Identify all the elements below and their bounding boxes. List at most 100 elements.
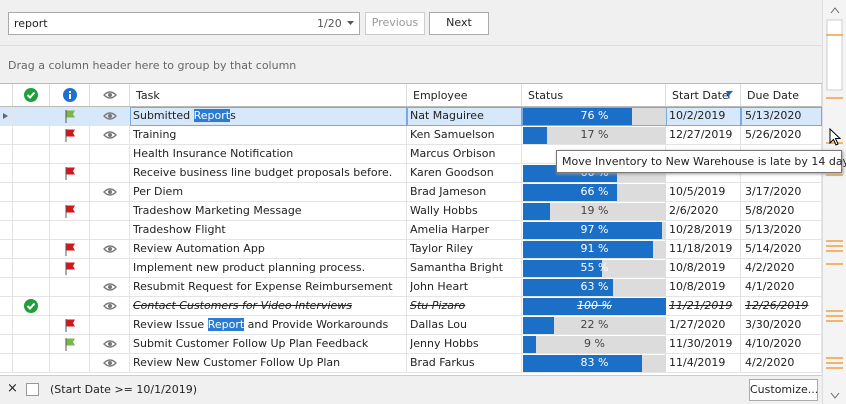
eye-icon (103, 245, 117, 253)
flag-icon (65, 205, 75, 218)
grid-cell (0, 259, 13, 278)
grid-row[interactable]: Contact Customers for Video Interviews St… (0, 297, 822, 316)
search-box[interactable]: report 1/20 (8, 12, 360, 35)
customize-button[interactable]: Customize... (749, 379, 818, 401)
start-date-cell: 11/21/2019 (669, 299, 733, 312)
grid-cell (741, 183, 822, 202)
grid-cell (666, 126, 741, 145)
due-date-cell: 5/8/2020 (745, 204, 795, 217)
progress-bar (523, 184, 618, 201)
grid-cell (407, 221, 522, 240)
filter-checkbox[interactable] (26, 383, 39, 396)
next-button[interactable]: Next (429, 12, 489, 35)
filter-panel: × (Start Date >= 10/1/2019) Customize... (0, 375, 822, 404)
column-header[interactable]: Start Date (672, 89, 729, 102)
grid-cell (50, 316, 90, 335)
employee-cell: Samantha Bright (410, 261, 504, 274)
header-row: Task Employee Status Start Date Due Date (0, 83, 822, 107)
grid-cell (741, 240, 822, 259)
grid-cell (90, 221, 130, 240)
grid-row[interactable]: Review New Customer Follow Up Plan Brad F… (0, 354, 822, 373)
progress-bar (523, 355, 642, 372)
grid-cell (130, 221, 407, 240)
grid-cell (50, 126, 90, 145)
due-date-cell: 3/17/2020 (745, 185, 802, 198)
grid-cell (741, 259, 822, 278)
progress-bar (523, 260, 602, 277)
task-cell: Training (133, 128, 177, 141)
grid-cell (666, 183, 741, 202)
due-date-cell: 3/30/2020 (745, 318, 802, 331)
grid-cell (407, 126, 522, 145)
grid-row[interactable]: Review Issue Report and Provide Workarou… (0, 316, 822, 335)
grid-cell (666, 354, 741, 373)
grid-cell (13, 164, 50, 183)
grid-cell (13, 259, 50, 278)
progress-track (523, 336, 666, 353)
grid-cell (90, 240, 130, 259)
grid-cell (741, 354, 822, 373)
grid-cell (90, 107, 130, 126)
grid-cell (90, 354, 130, 373)
column-header[interactable]: Status (528, 89, 564, 102)
progress-label: 55 % (580, 261, 609, 274)
due-date-cell: 5/13/2020 (745, 223, 802, 236)
grid-row[interactable]: Tradeshow Flight Amelia Harper 97 % 10/28/2… (0, 221, 822, 240)
grid-cell (130, 259, 407, 278)
task-cell: Contact Customers for Video Interviews (133, 299, 353, 312)
grid-row[interactable]: Implement new product planning process. S… (0, 259, 822, 278)
progress-label: 76 % (580, 109, 609, 122)
grid-cell (741, 164, 822, 183)
grid-cell (130, 145, 407, 164)
column-header[interactable]: Employee (413, 89, 468, 102)
progress-bar (523, 108, 632, 125)
clear-filter[interactable]: × (7, 381, 18, 396)
grid-row[interactable]: Submitted Reports Nat Maguiree 76 % 10/2/20… (0, 107, 822, 126)
grid-cell (50, 202, 90, 221)
grid-cell (50, 221, 90, 240)
grid-cell (741, 107, 822, 126)
tooltip: Move Inventory to New Warehouse is late … (556, 150, 846, 173)
start-date-cell: 11/4/2019 (669, 356, 726, 369)
task-cell: Review Issue Report and Provide Workarou… (133, 318, 389, 331)
due-date-cell: 12/26/2019 (745, 299, 809, 312)
grid-cell (741, 316, 822, 335)
due-date-cell: 5/26/2020 (745, 128, 802, 141)
employee-cell: Nat Maguiree (410, 109, 484, 122)
grid-cell (407, 278, 522, 297)
grid-cell (13, 107, 50, 126)
grid-cell (13, 335, 50, 354)
grid-row[interactable]: Submit Customer Follow Up Plan Feedback J… (0, 335, 822, 354)
progress-label: 22 % (580, 318, 609, 331)
info-column-icon (63, 88, 77, 102)
eye-icon (103, 340, 117, 348)
header-divider (12, 84, 13, 106)
filter-text[interactable]: (Start Date >= 10/1/2019) (50, 383, 198, 396)
grid-row[interactable]: Per Diem Brad Jameson 66 % 10/5/2019 3/17/20… (0, 183, 822, 202)
grid-row[interactable]: Review Automation App Taylor Riley 91 % 11/… (0, 240, 822, 259)
grid-cell (407, 202, 522, 221)
scrollbar[interactable] (822, 0, 846, 404)
grid-row[interactable]: Resubmit Request for Expense Reimburseme… (0, 278, 822, 297)
column-header[interactable]: Task (136, 89, 160, 102)
grid-row[interactable]: Training Ken Samuelson 17 % 12/27/2019 5/26/… (0, 126, 822, 145)
due-date-cell: 5/13/2020 (745, 109, 802, 122)
header-divider (821, 84, 822, 106)
flag-icon (65, 167, 75, 180)
done-column-icon (24, 88, 38, 102)
start-date-cell: 12/27/2019 (669, 128, 733, 141)
task-cell: Tradeshow Marketing Message (133, 204, 302, 217)
grid-cell (407, 145, 522, 164)
grid-cell (0, 354, 13, 373)
previous-button[interactable]: Previous (365, 12, 425, 35)
grid-cell (741, 202, 822, 221)
eye-icon (103, 283, 117, 291)
column-header[interactable]: Due Date (747, 89, 799, 102)
grid-cell (90, 335, 130, 354)
grid-cell (0, 297, 13, 316)
header-divider (49, 84, 50, 106)
grid-cell (13, 221, 50, 240)
task-cell: Review Automation App (133, 242, 265, 255)
grid-row[interactable]: Tradeshow Marketing Message Wally Hobbs 19… (0, 202, 822, 221)
